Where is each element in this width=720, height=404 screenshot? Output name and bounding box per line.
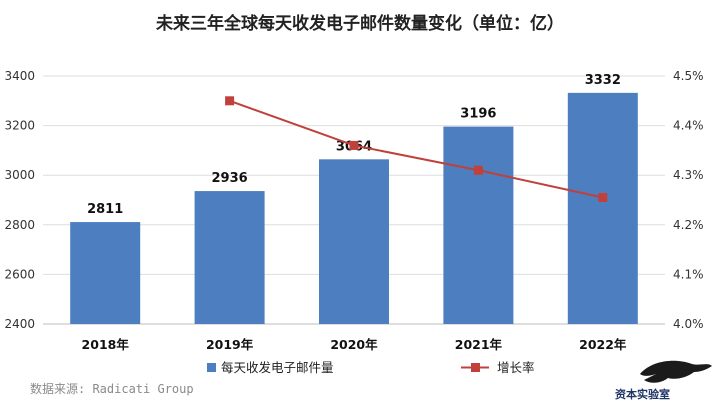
right-axis-tick-label: 4.1% [673, 267, 704, 281]
left-axis-tick-label: 2400 [4, 317, 35, 331]
growth-rate-line [229, 99, 604, 199]
left-axis-tick-label: 2800 [4, 218, 35, 232]
legend-bar-swatch [207, 363, 216, 372]
bar-data-label: 2936 [212, 171, 248, 186]
x-axis-tick-label: 2021年 [455, 337, 503, 352]
line-marker [225, 96, 235, 106]
logo-text: 资本实验室 [615, 387, 670, 401]
line-marker [473, 165, 483, 175]
bar-data-label: 3196 [460, 107, 496, 122]
x-axis-tick-label: 2020年 [330, 337, 378, 352]
right-axis-tick-label: 4.2% [673, 218, 704, 232]
bar [567, 92, 638, 324]
bar-data-label: 2811 [87, 202, 123, 217]
right-axis-tick-label: 4.3% [673, 168, 704, 182]
line-series [225, 96, 608, 203]
bar [319, 159, 389, 324]
left-axis-tick-label: 3000 [4, 168, 35, 182]
leopard-logo-icon [640, 360, 712, 383]
left-axis-ticks: 2400 2600 2800 3000 3200 3400 [4, 69, 35, 331]
legend-line-label: 增长率 [497, 360, 535, 375]
bar [443, 126, 514, 324]
x-axis-tick-label: 2018年 [82, 337, 130, 352]
source-note: 数据来源: Radicati Group [30, 381, 194, 396]
chart-title: 未来三年全球每天收发电子邮件数量变化（单位：亿） [155, 13, 564, 34]
legend: 每天收发电子邮件量 增长率 [207, 360, 535, 375]
x-axis-ticks: 2018年 2019年 2020年 2021年 2022年 [82, 337, 627, 352]
legend-bar-label: 每天收发电子邮件量 [221, 360, 334, 375]
left-axis-tick-label: 3400 [4, 69, 35, 83]
line-marker [598, 193, 608, 203]
right-axis-tick-label: 4.0% [673, 317, 704, 331]
logo: 资本实验室 [615, 360, 712, 401]
left-axis-tick-label: 3200 [4, 119, 35, 133]
line-marker [349, 140, 359, 150]
right-axis-ticks: 4.0% 4.1% 4.2% 4.3% 4.4% 4.5% [673, 69, 704, 331]
right-axis-tick-label: 4.5% [673, 69, 704, 83]
left-axis-tick-label: 2600 [4, 267, 35, 281]
bar-data-label: 3332 [585, 73, 621, 88]
legend-line-marker [471, 363, 480, 372]
bar-series: 28112936306431963332 [70, 73, 638, 324]
bar [70, 222, 141, 324]
bar [194, 191, 265, 324]
right-axis-tick-label: 4.4% [673, 119, 704, 133]
x-axis-tick-label: 2019年 [206, 337, 254, 352]
x-axis-tick-label: 2022年 [579, 337, 627, 352]
